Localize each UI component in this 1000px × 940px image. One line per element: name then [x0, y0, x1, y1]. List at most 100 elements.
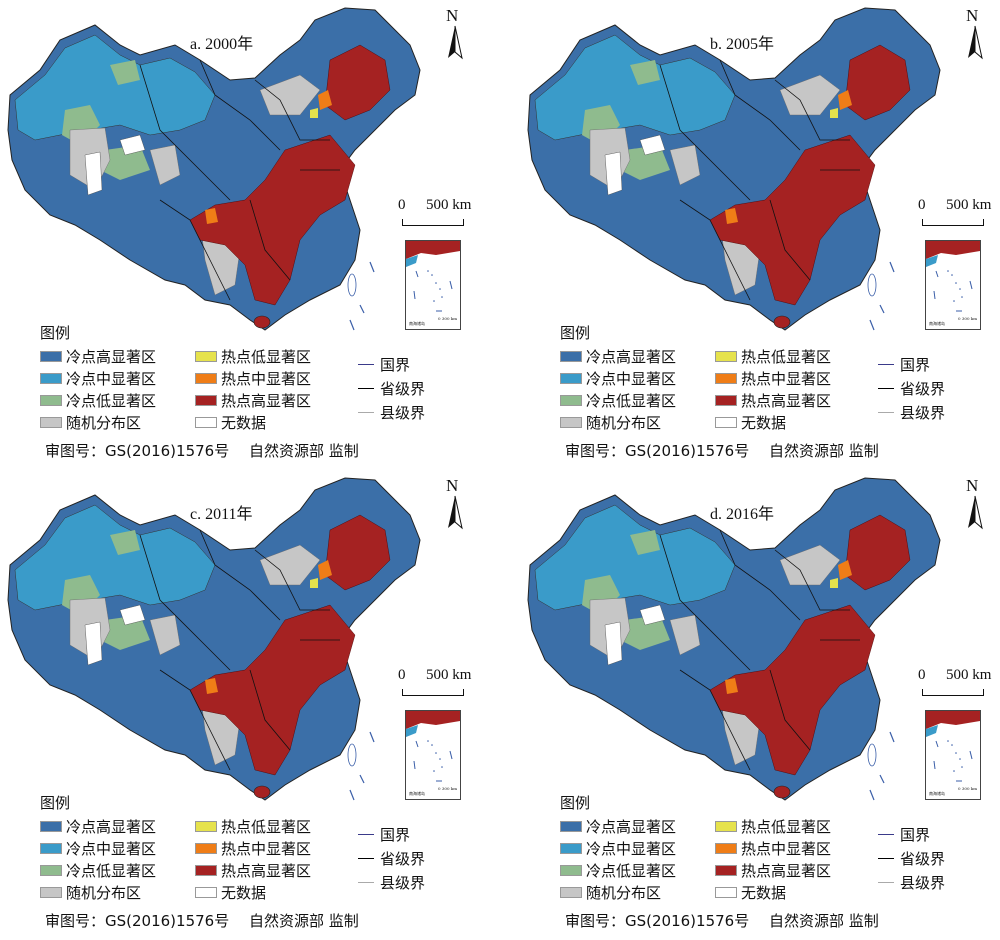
swatch-hot-mid	[715, 843, 737, 854]
north-arrow-icon	[448, 495, 463, 530]
map-credit: 审图号：GS(2016)1576号 自然资源部 监制	[45, 912, 359, 930]
legend-label: 热点高显著区	[221, 392, 312, 410]
region-hot-high	[709, 604, 876, 776]
legend-label: 冷点中显著区	[66, 370, 157, 388]
legend-label: 国界	[380, 826, 411, 844]
region-hot-high	[189, 604, 356, 776]
border-dashes	[349, 731, 375, 801]
legend-label: 随机分布区	[586, 414, 662, 432]
region-hot-low	[310, 108, 318, 118]
north-label: N	[966, 6, 979, 25]
legend-label: 国界	[900, 826, 931, 844]
legend-label: 冷点高显著区	[66, 348, 157, 366]
swatch-hot-high	[195, 395, 217, 406]
provincial-borders	[659, 59, 860, 301]
scale-km: 500 km	[946, 197, 992, 213]
legend-label: 无数据	[741, 884, 787, 902]
swatch-cold-low	[40, 395, 62, 406]
inset-scale: 0 300 km	[438, 786, 457, 791]
legend: 图例 冷点高显著区 冷点中显著区 冷点低显著区 随机分布区 热点低显著区	[40, 322, 440, 462]
region-cold-low	[620, 145, 670, 180]
north-label: N	[446, 476, 459, 495]
legend-label: 热点低显著区	[221, 818, 312, 836]
region-hot-mid	[318, 560, 332, 580]
swatch-no-data	[715, 417, 737, 428]
line-provincial	[358, 388, 374, 389]
scale-bar-line	[922, 219, 984, 226]
legend-label: 热点高显著区	[221, 862, 312, 880]
swatch-cold-high	[560, 821, 582, 832]
legend-label: 冷点低显著区	[66, 862, 157, 880]
swatch-random	[560, 887, 582, 898]
legend-label: 县级界	[380, 874, 426, 892]
swatch-no-data	[715, 887, 737, 898]
china-map	[527, 7, 941, 331]
legend-label: 热点中显著区	[221, 840, 312, 858]
map-panel: c. 2011年 N 0 500 km	[0, 470, 500, 940]
region-random	[779, 74, 841, 116]
legend-label: 热点中显著区	[741, 370, 832, 388]
swatch-random	[40, 417, 62, 428]
hainan-island	[773, 315, 791, 329]
map-panel: b. 2005年 N 0 500 km	[520, 0, 1000, 470]
region-no-data	[119, 604, 146, 626]
north-arrow: N	[440, 6, 470, 60]
border-dashes	[869, 731, 895, 801]
region-hot-mid	[838, 560, 852, 580]
china-map	[7, 477, 421, 801]
region-random	[779, 544, 841, 586]
scale-bar: 0 500 km	[398, 197, 488, 231]
swatch-cold-high	[40, 351, 62, 362]
legend-label: 热点低显著区	[741, 348, 832, 366]
swatch-cold-mid	[560, 373, 582, 384]
swatch-hot-mid	[195, 373, 217, 384]
legend-label: 随机分布区	[66, 414, 142, 432]
region-no-data	[604, 621, 623, 666]
north-arrow: N	[960, 476, 990, 530]
region-random	[669, 144, 701, 186]
legend-label: 县级界	[900, 404, 946, 422]
region-random	[259, 74, 321, 116]
taiwan-island	[347, 743, 357, 767]
legend-label: 热点高显著区	[741, 862, 832, 880]
legend: 图例 冷点高显著区 冷点中显著区 冷点低显著区 随机分布区 热点低显著区	[40, 792, 440, 932]
panel-title: d. 2016年	[710, 506, 775, 523]
region-random	[149, 614, 181, 656]
legend: 图例 冷点高显著区 冷点中显著区 冷点低显著区 随机分布区 热点低显著区	[560, 792, 960, 932]
taiwan-island	[867, 273, 877, 297]
panel-title: b. 2005年	[710, 36, 775, 53]
legend-label: 热点中显著区	[221, 370, 312, 388]
china-map	[527, 477, 941, 801]
panel-title: c. 2011年	[190, 506, 253, 523]
swatch-hot-high	[715, 865, 737, 876]
scale-zero: 0	[918, 667, 926, 683]
swatch-hot-high	[715, 395, 737, 406]
legend-label: 冷点中显著区	[586, 840, 677, 858]
swatch-cold-low	[40, 865, 62, 876]
legend-label: 省级界	[380, 380, 426, 398]
region-random	[669, 614, 701, 656]
line-county	[358, 412, 374, 413]
legend-label: 省级界	[900, 850, 946, 868]
swatch-no-data	[195, 417, 217, 428]
map-panel: a. 2000年 N 0 500 km	[0, 0, 500, 470]
south-china-sea-inset: 南海诸岛 0 300 km	[925, 240, 981, 330]
line-provincial	[878, 388, 894, 389]
swatch-random	[560, 417, 582, 428]
inset-map	[926, 711, 980, 782]
inset-caption: 南海诸岛	[929, 791, 945, 796]
legend-label: 冷点低显著区	[586, 862, 677, 880]
legend-label: 省级界	[900, 380, 946, 398]
legend-label: 随机分布区	[586, 884, 662, 902]
scale-bar: 0 500 km	[918, 197, 1000, 231]
legend-label: 热点低显著区	[221, 348, 312, 366]
north-arrow: N	[960, 6, 990, 60]
legend-label: 冷点低显著区	[66, 392, 157, 410]
taiwan-island	[867, 743, 877, 767]
legend: 图例 冷点高显著区 冷点中显著区 冷点低显著区 随机分布区 热点低显著区	[560, 322, 960, 462]
south-china-sea-inset: 南海诸岛 0 300 km	[405, 240, 461, 330]
region-hot-high	[189, 134, 356, 306]
inset-map	[926, 241, 980, 312]
line-provincial	[878, 858, 894, 859]
swatch-cold-low	[560, 395, 582, 406]
